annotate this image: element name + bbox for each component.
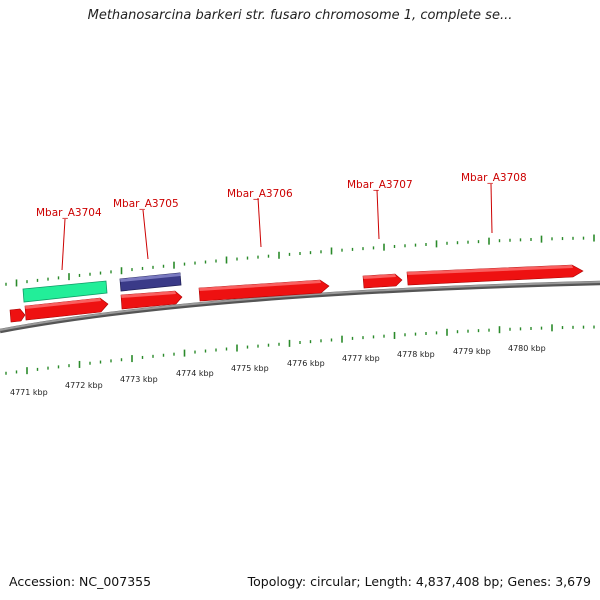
gene-labels: Mbar_A3704 Mbar_A3705 Mbar_A3706 Mbar_A3… xyxy=(36,172,527,219)
kbp-label: 4774 kbp xyxy=(176,369,214,378)
cds-feature-green[interactable] xyxy=(22,280,108,303)
inner-tick-track xyxy=(5,324,595,375)
kbp-labels: 4771 kbp 4772 kbp 4773 kbp 4774 kbp 4775… xyxy=(10,344,546,397)
kbp-label: 4777 kbp xyxy=(342,354,380,363)
gene-arrow-left-partial[interactable] xyxy=(9,308,26,323)
map-title: Methanosarcina barkeri str. fusaro chrom… xyxy=(87,8,513,23)
kbp-label: 4778 kbp xyxy=(397,350,435,359)
gene-label-mbar-a3706[interactable]: Mbar_A3706 xyxy=(227,188,293,200)
chromosome-backbone xyxy=(0,280,600,334)
kbp-label: 4771 kbp xyxy=(10,388,48,397)
kbp-label: 4775 kbp xyxy=(231,364,269,373)
gene-label-mbar-a3707[interactable]: Mbar_A3707 xyxy=(347,179,413,191)
label-leaders xyxy=(61,183,493,271)
kbp-label: 4779 kbp xyxy=(453,347,491,356)
gene-arrow-mbar-a3708[interactable] xyxy=(406,264,584,286)
accession-text: Accession: NC_007355 xyxy=(9,574,152,589)
kbp-label: 4780 kbp xyxy=(508,344,546,353)
cds-track xyxy=(22,272,182,303)
topology-summary: Topology: circular; Length: 4,837,408 bp… xyxy=(247,574,591,589)
kbp-label: 4776 kbp xyxy=(287,359,325,368)
kbp-label: 4773 kbp xyxy=(120,375,158,384)
outer-tick-track xyxy=(5,234,595,287)
gene-label-mbar-a3708[interactable]: Mbar_A3708 xyxy=(461,172,527,184)
gene-label-mbar-a3705[interactable]: Mbar_A3705 xyxy=(113,198,179,210)
kbp-label: 4772 kbp xyxy=(65,381,103,390)
gene-label-mbar-a3704[interactable]: Mbar_A3704 xyxy=(36,207,102,219)
gene-track xyxy=(9,264,584,323)
